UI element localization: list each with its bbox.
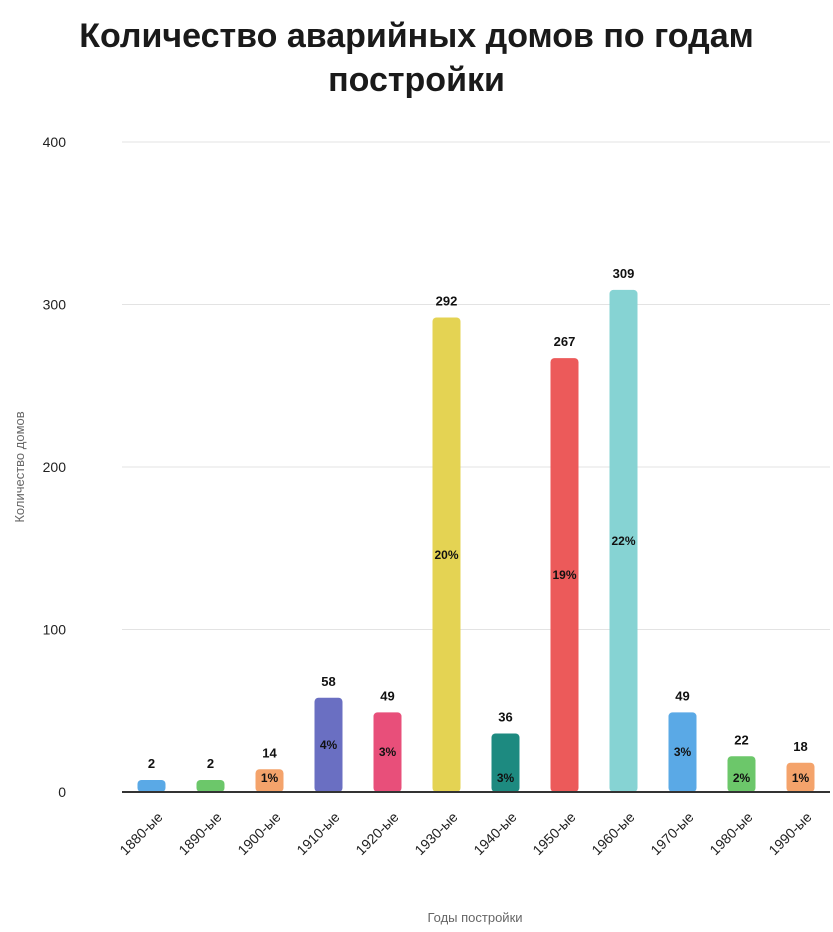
bar-value-label: 22 — [734, 732, 748, 747]
bar — [137, 780, 166, 792]
bar — [314, 697, 343, 792]
bar-value-label: 292 — [436, 294, 458, 309]
bar-group: 14 1% — [255, 745, 284, 792]
y-tick-label: 100 — [43, 622, 67, 638]
bar-value-label: 58 — [321, 674, 335, 689]
bar-value-label: 49 — [675, 688, 689, 703]
bar-group: 2 — [137, 756, 166, 792]
bar-group: 292 20% — [432, 294, 461, 792]
bar-value-label: 36 — [498, 710, 512, 725]
x-tick-label: 1910-ые — [293, 809, 342, 858]
x-axis-ticks: 1880-ые 1890-ые 1900-ые 1910-ые 1920-ые 1930-… — [116, 809, 814, 858]
bar — [786, 762, 815, 792]
x-tick-label: 1930-ые — [411, 809, 460, 858]
bar-group: 18 1% — [786, 739, 815, 792]
y-axis-label: Количество домов — [12, 411, 27, 522]
bar — [609, 289, 638, 792]
bar-percent-label: 19% — [552, 568, 576, 582]
bar-group: 49 3% — [373, 688, 402, 792]
x-tick-label: 1960-ые — [588, 809, 637, 858]
x-tick-label: 1970-ые — [647, 809, 696, 858]
bar-percent-label: 4% — [320, 738, 338, 752]
x-tick-label: 1940-ые — [470, 809, 519, 858]
bar — [491, 733, 520, 792]
y-tick-label: 400 — [43, 134, 67, 150]
bar-group: 58 4% — [314, 674, 343, 792]
bar-value-label: 2 — [207, 756, 214, 771]
y-tick-label: 300 — [43, 297, 67, 313]
bar-percent-label: 3% — [674, 745, 692, 759]
x-tick-label: 1880-ые — [116, 809, 165, 858]
bar-percent-label: 3% — [379, 745, 397, 759]
bar-value-label: 18 — [793, 739, 807, 754]
x-tick-label: 1980-ые — [706, 809, 755, 858]
chart-title: Количество аварийных домов по годам пост… — [79, 17, 754, 99]
bar-value-label: 14 — [262, 745, 277, 760]
bar — [727, 756, 756, 792]
x-tick-label: 1990-ые — [765, 809, 814, 858]
bar-percent-label: 2% — [733, 771, 751, 785]
bar-value-label: 309 — [613, 266, 635, 281]
bar — [668, 712, 697, 792]
bar — [432, 317, 461, 792]
x-axis-label: Годы постройки — [427, 910, 522, 925]
y-tick-label: 200 — [43, 459, 67, 475]
bar-group: 267 19% — [550, 334, 579, 792]
bar-percent-label: 22% — [611, 534, 635, 548]
x-tick-label: 1900-ые — [234, 809, 283, 858]
gridlines — [122, 141, 830, 630]
bar-value-label: 49 — [380, 688, 394, 703]
bar-group: 36 3% — [491, 710, 520, 792]
bar-group: 2 — [196, 756, 225, 792]
bars: 2 2141%584%493%29220%363%26719%30922%493%… — [137, 266, 815, 792]
y-axis-ticks: 0 100 200 300 400 — [43, 134, 67, 800]
bar-value-label: 2 — [148, 756, 155, 771]
x-tick-label: 1890-ые — [175, 809, 224, 858]
bar — [255, 769, 284, 792]
bar-group: 309 22% — [609, 266, 638, 792]
bar-group: 49 3% — [668, 688, 697, 792]
bar-percent-label: 1% — [261, 771, 279, 785]
bar — [373, 712, 402, 792]
bar-group: 22 2% — [727, 732, 756, 792]
bar-percent-label: 3% — [497, 771, 515, 785]
x-tick-label: 1920-ые — [352, 809, 401, 858]
bar — [550, 358, 579, 792]
bar — [196, 780, 225, 792]
bar-value-label: 267 — [554, 334, 576, 349]
bar-percent-label: 1% — [792, 771, 810, 785]
bar-percent-label: 20% — [434, 548, 458, 562]
x-tick-label: 1950-ые — [529, 809, 578, 858]
y-tick-label: 0 — [58, 784, 66, 800]
